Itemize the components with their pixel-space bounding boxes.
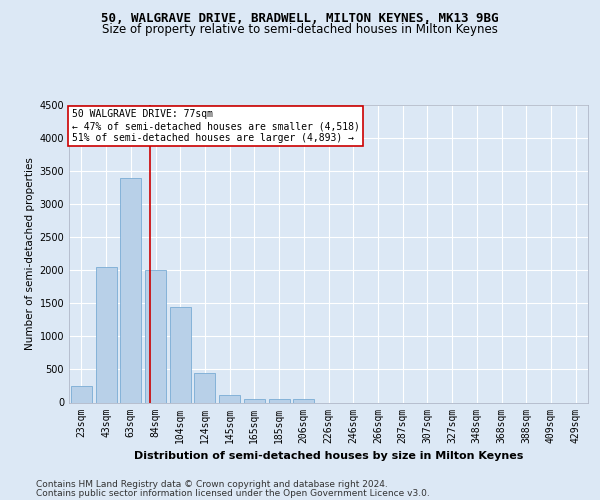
Text: Contains HM Land Registry data © Crown copyright and database right 2024.: Contains HM Land Registry data © Crown c…	[36, 480, 388, 489]
Bar	[219, 395, 240, 402]
Bar	[194, 373, 215, 402]
Text: 50 WALGRAVE DRIVE: 77sqm
← 47% of semi-detached houses are smaller (4,518)
51% o: 50 WALGRAVE DRIVE: 77sqm ← 47% of semi-d…	[71, 110, 359, 142]
Bar	[145, 270, 166, 402]
Bar	[170, 306, 191, 402]
Bar	[120, 178, 141, 402]
Bar	[269, 399, 290, 402]
Text: 50, WALGRAVE DRIVE, BRADWELL, MILTON KEYNES, MK13 9BG: 50, WALGRAVE DRIVE, BRADWELL, MILTON KEY…	[101, 12, 499, 26]
Y-axis label: Number of semi-detached properties: Number of semi-detached properties	[25, 158, 35, 350]
Bar	[244, 398, 265, 402]
X-axis label: Distribution of semi-detached houses by size in Milton Keynes: Distribution of semi-detached houses by …	[134, 451, 523, 461]
Bar	[71, 386, 92, 402]
Bar	[95, 267, 116, 402]
Text: Size of property relative to semi-detached houses in Milton Keynes: Size of property relative to semi-detach…	[102, 24, 498, 36]
Text: Contains public sector information licensed under the Open Government Licence v3: Contains public sector information licen…	[36, 488, 430, 498]
Bar	[293, 399, 314, 402]
